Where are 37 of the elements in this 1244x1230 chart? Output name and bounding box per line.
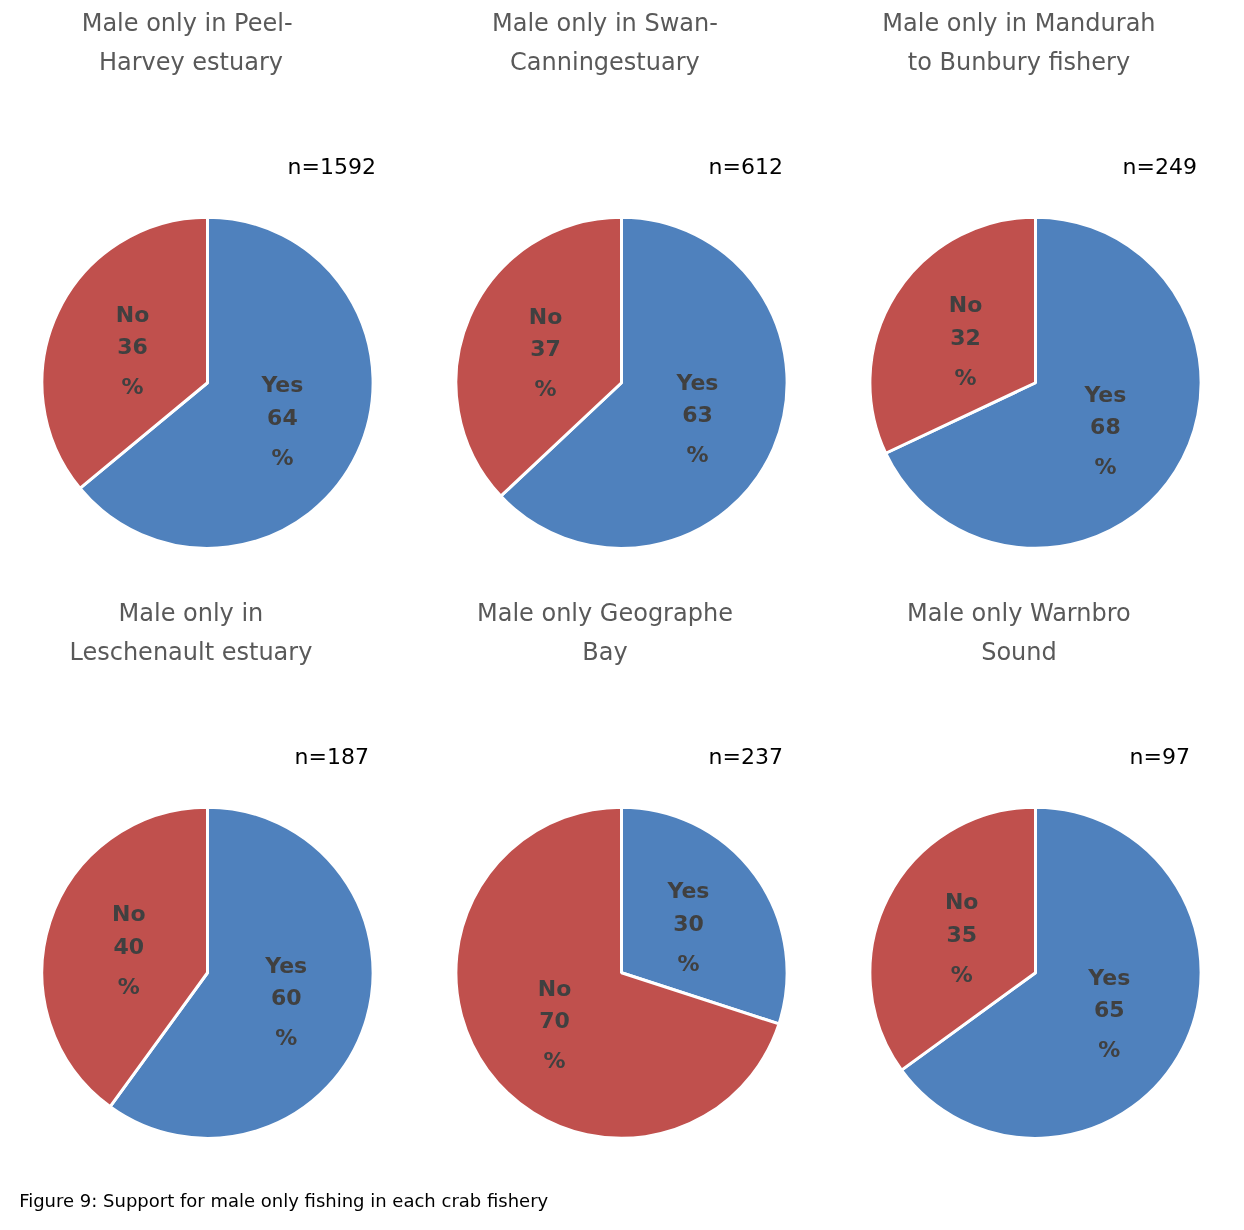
slice-label: Yes	[1087, 964, 1131, 990]
data-label: 36 %	[117, 334, 148, 400]
slice-label: No	[528, 304, 563, 330]
data-label: 70 %	[539, 1008, 570, 1074]
text: n=612	[708, 154, 783, 180]
data-label: 68 %	[1090, 413, 1121, 479]
slice-label: Yes	[1083, 381, 1127, 407]
slice-label: Yes	[260, 372, 304, 398]
data-label: 63 %	[682, 402, 713, 468]
data-label: 60 %	[270, 985, 302, 1051]
chart-title: Male only in Leschenault estuary	[69, 598, 313, 667]
text: n=97	[1129, 744, 1190, 770]
data-label: 40 %	[113, 933, 145, 999]
caption: Figure 9: Support for male only fishing in each crab fishery	[19, 1190, 549, 1211]
data-label: 30 %	[673, 910, 704, 976]
data-label: 64 %	[267, 404, 298, 470]
chart-title: Male only Geographe Bay	[476, 598, 733, 667]
slice-label: No	[948, 292, 983, 318]
slice-label: No	[537, 975, 572, 1001]
text: n=1592	[287, 154, 376, 180]
chart-title: Male only Warnbro Sound	[907, 598, 1131, 667]
chart-title: Male only in Swan-Canningestuary	[492, 8, 718, 77]
slice-label: No	[115, 301, 150, 327]
text: n=249	[1122, 154, 1197, 180]
slice-label: Yes	[675, 370, 719, 396]
data-label: 65 %	[1093, 997, 1125, 1063]
slice-label: Yes	[666, 878, 710, 904]
chart-title: Male only in Peel-Harvey estuary	[81, 8, 293, 77]
text: n=187	[294, 744, 369, 770]
data-label: 32 %	[950, 324, 981, 390]
slice-label: No	[111, 901, 146, 927]
data-label: 37 %	[530, 336, 561, 402]
slice-label: Yes	[264, 952, 308, 978]
chart-title: Male only in Mandurah to Bunbury fishery	[882, 8, 1156, 77]
slice-label: No	[944, 889, 979, 915]
data-label: 35 %	[946, 921, 978, 987]
text: n=237	[708, 744, 783, 770]
